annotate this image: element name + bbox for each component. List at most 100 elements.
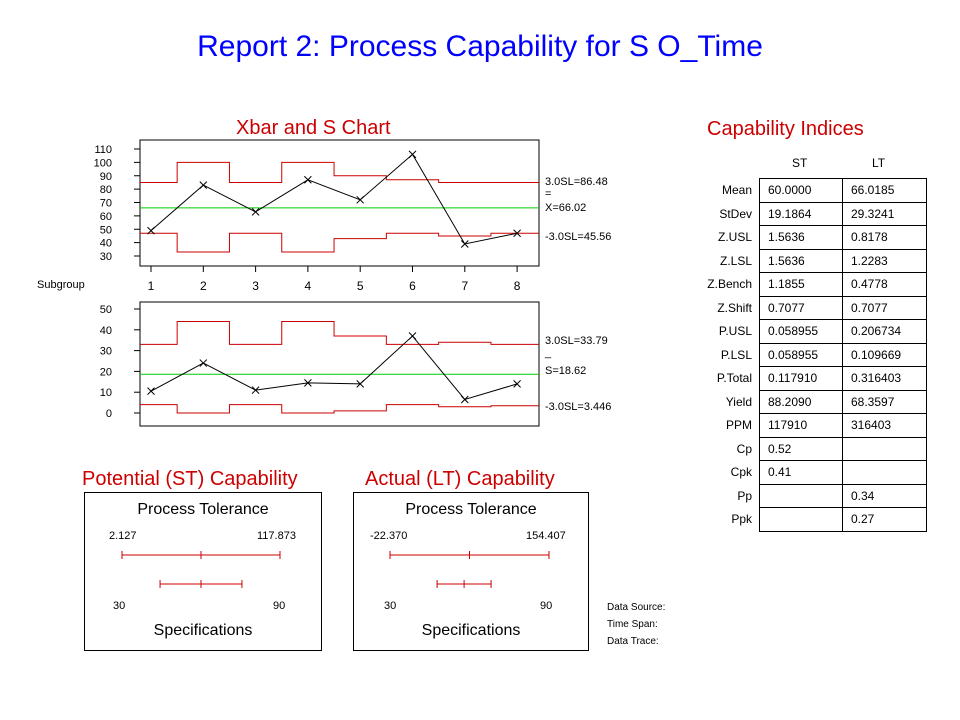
s-data-point	[460, 395, 469, 404]
s-lcl-line	[140, 404, 539, 414]
subgroup-tick-label: 5	[357, 279, 364, 293]
cell-st: 0.058955	[759, 342, 843, 367]
s-y-tick-label: 20	[100, 366, 112, 378]
col-header-lt: LT	[872, 156, 886, 170]
actual-spec-interval	[436, 580, 492, 588]
cell-lt: 0.8178	[842, 225, 927, 250]
actual-spec-high: 90	[540, 600, 553, 612]
cell-lt: 316403	[842, 413, 927, 438]
xbar-y-tick-label: 100	[94, 157, 112, 169]
table-row: 0.52	[759, 436, 927, 461]
cell-lt: 29.3241	[842, 201, 927, 226]
potential-spec-interval	[159, 580, 243, 588]
s-y-tick-label: 40	[100, 325, 112, 337]
xbar-chart-frame	[139, 139, 540, 267]
row-label: Cp	[736, 441, 752, 456]
xbar-plot	[140, 150, 539, 253]
s-center-label: S=18.62	[545, 365, 587, 377]
s-y-tick-label: 50	[100, 304, 112, 316]
xbar-data-point	[251, 208, 260, 216]
row-label: Cpk	[730, 465, 752, 479]
row-label: P.USL	[718, 324, 752, 338]
s-data-line	[150, 335, 518, 401]
s-ucl-label: 3.0SL=33.79	[545, 335, 608, 347]
actual-tol-high: 154.407	[526, 530, 566, 542]
actual-spec-title: Specifications	[421, 622, 521, 639]
cell-lt: 0.4778	[842, 272, 927, 297]
potential-tol-high: 117.873	[257, 530, 296, 542]
table-row: 60.0000 66.0185	[759, 178, 927, 203]
table-row: 1.5636 0.8178	[759, 225, 927, 250]
xbar-y-tick-label: 40	[100, 238, 112, 250]
xbar-data-point	[460, 240, 469, 248]
row-label: PPM	[725, 418, 752, 432]
potential-tolerance-title: Process Tolerance	[137, 501, 269, 518]
xbar-y-tick-label: 70	[100, 198, 112, 210]
actual-tol-low: -22.370	[370, 530, 408, 542]
table-row: 1.1855 0.4778	[759, 272, 927, 297]
xbar-center-label: X=66.02	[545, 202, 587, 214]
cell-lt	[842, 436, 927, 461]
row-label: Z.LSL	[719, 253, 752, 268]
cell-st	[759, 507, 843, 532]
xbar-center-bar: =	[545, 188, 552, 200]
table-row: 1.5636 1.2283	[759, 248, 927, 273]
subgroup-label: Subgroup	[37, 279, 85, 291]
subgroup-tick-label: 4	[305, 279, 312, 293]
s-data-point	[304, 378, 312, 387]
row-label: P.Total	[716, 371, 752, 385]
potential-tolerance-interval	[121, 551, 281, 559]
cell-lt: 0.7077	[842, 295, 927, 320]
subgroup-tick-label: 6	[409, 279, 416, 293]
potential-spec-title: Specifications	[153, 622, 253, 639]
cell-st: 0.058955	[759, 319, 843, 344]
table-row: 0.117910 0.316403	[759, 366, 927, 391]
xbar-ucl-line	[140, 161, 539, 183]
data-trace-label: Data Trace:	[607, 636, 659, 647]
data-source-label: Data Source:	[607, 602, 666, 613]
s-data-point	[513, 380, 521, 388]
row-label: Z.USL	[717, 230, 752, 244]
xbar-data-point	[199, 181, 208, 189]
table-row: 0.27	[759, 507, 927, 532]
cell-lt: 68.3597	[842, 389, 927, 414]
xbar-y-tick-label: 30	[100, 251, 112, 263]
xbar-data-line	[150, 153, 518, 245]
potential-intervals	[121, 551, 281, 588]
cell-lt: 0.27	[842, 507, 927, 532]
cell-st: 117910	[759, 413, 843, 438]
cell-lt: 0.109669	[842, 342, 927, 367]
potential-capability-title: Potential (ST) Capability	[82, 468, 298, 490]
xbar-data-point	[147, 226, 155, 235]
subgroup-tick-label: 1	[148, 279, 155, 293]
xbar-y-tick-label: 60	[100, 211, 112, 223]
xbar-data-point	[356, 195, 365, 204]
xbar-s-chart-title: Xbar and S Chart	[236, 117, 391, 139]
row-label: Z.Bench	[707, 277, 752, 291]
s-data-point	[356, 380, 365, 388]
row-label: Ppk	[731, 512, 752, 526]
actual-intervals	[389, 551, 550, 588]
s-data-point	[251, 386, 260, 394]
actual-capability-title: Actual (LT) Capability	[365, 468, 555, 490]
cell-st: 19.1864	[759, 201, 843, 226]
cell-st: 0.41	[759, 460, 843, 485]
table-row: 0.058955 0.206734	[759, 319, 927, 344]
cell-st: 0.117910	[759, 366, 843, 391]
s-y-tick-label: 30	[100, 346, 112, 358]
s-lcl-label: -3.0SL=3.446	[545, 401, 612, 413]
xbar-y-tick-label: 90	[100, 171, 112, 183]
xbar-y-tick-label: 50	[100, 224, 112, 236]
row-label: StDev	[719, 206, 752, 221]
actual-spec-low: 30	[384, 600, 397, 612]
s-data-point	[408, 332, 417, 340]
xbar-lcl-label: -3.0SL=45.56	[545, 231, 612, 243]
xbar-y-tick-label: 80	[100, 184, 112, 196]
table-row: 0.34	[759, 483, 927, 508]
cell-lt: 66.0185	[842, 178, 927, 203]
subgroup-axis: 1 2 3 4 5 6 7 8	[148, 266, 521, 293]
subgroup-tick-label: 8	[514, 279, 521, 293]
row-label: Yield	[725, 394, 752, 409]
table-row: 0.7077 0.7077	[759, 295, 927, 320]
